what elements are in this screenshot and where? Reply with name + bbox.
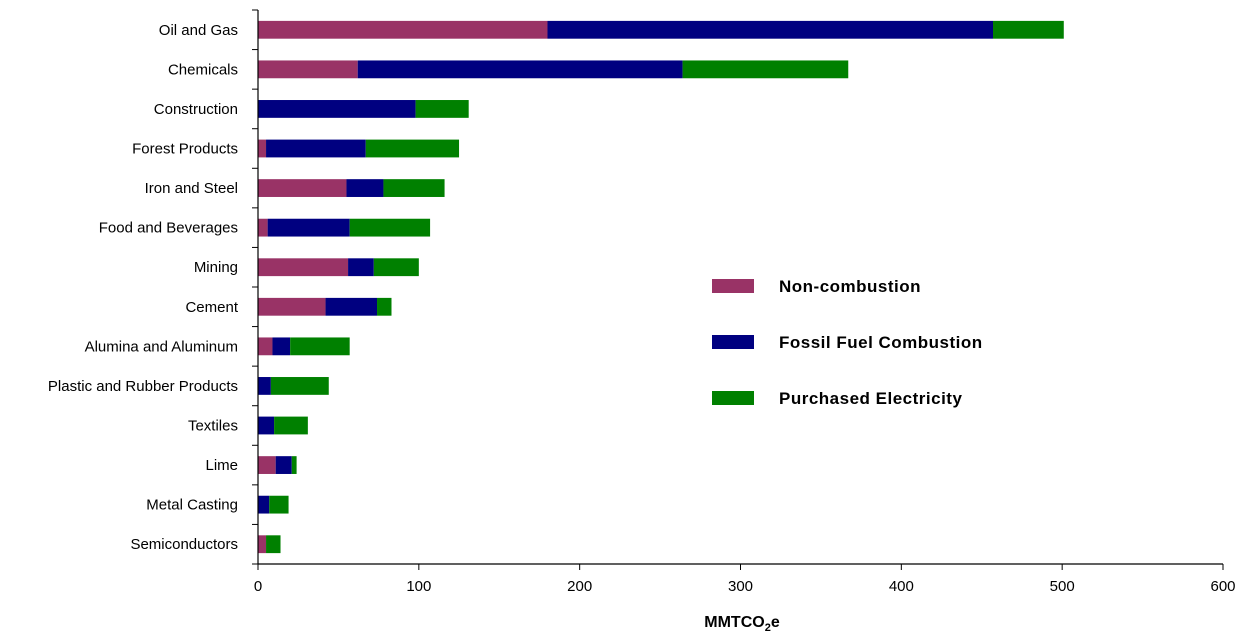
legend-swatch (712, 335, 754, 349)
x-tick-labels: 0 100 200 300 400 500 600 (254, 578, 1236, 595)
bar-segment (415, 100, 469, 118)
category-label: Semiconductors (130, 536, 238, 553)
legend-label: Non-combustion (779, 277, 921, 296)
bar-segment (377, 297, 392, 316)
category-label: Metal Casting (146, 497, 238, 514)
category-label: Iron and Steel (145, 180, 238, 197)
category-label: Forest Products (132, 141, 238, 158)
x-tick-label: 600 (1210, 578, 1235, 595)
bar-segment (682, 60, 849, 79)
legend-label: Purchased Electricity (779, 389, 962, 408)
bar-segment (266, 139, 366, 158)
category-label: Textiles (188, 418, 238, 435)
bar-segment (349, 218, 431, 237)
bars-group (258, 20, 1064, 554)
bar-segment (346, 179, 384, 197)
bar-segment (275, 456, 292, 474)
bar-segment (291, 456, 297, 474)
category-label: Plastic and Rubber Products (48, 378, 238, 395)
bar-segment (258, 218, 268, 237)
x-tick-label: 500 (1050, 578, 1075, 595)
bar-segment (365, 139, 460, 158)
bar-segment (993, 20, 1064, 39)
bar-segment (258, 139, 267, 158)
bar-segment (267, 218, 350, 237)
bar-segment (348, 258, 374, 277)
bar-segment (274, 416, 308, 435)
bar-segment (258, 456, 276, 474)
axes-group (252, 9, 1224, 570)
category-label: Chemicals (168, 61, 238, 78)
bar-segment (270, 377, 329, 395)
bar-segment (258, 297, 326, 316)
bar-segment (383, 179, 445, 197)
bar-segment (258, 20, 548, 39)
x-tick-label: 300 (728, 578, 753, 595)
category-label: Alumina and Aluminum (85, 338, 238, 355)
bar-segment (258, 179, 347, 197)
legend: Non-combustion Fossil Fuel Combustion Purc… (712, 277, 983, 408)
category-label: Construction (154, 101, 238, 118)
category-label: Mining (194, 259, 238, 276)
bar-segment (258, 377, 271, 395)
category-label: Oil and Gas (159, 22, 238, 39)
bar-segment (373, 258, 419, 277)
legend-label: Fossil Fuel Combustion (779, 333, 983, 352)
x-tick-label: 100 (406, 578, 431, 595)
legend-swatch (712, 279, 754, 293)
bar-segment (325, 297, 378, 316)
bar-segment (272, 337, 291, 356)
bar-segment (258, 337, 273, 356)
x-axis-label: MMTCO2e (704, 614, 780, 634)
bar-segment (258, 100, 416, 118)
legend-swatch (712, 391, 754, 405)
bar-segment (357, 60, 683, 79)
bar-segment (258, 495, 270, 514)
bar-segment (290, 337, 350, 356)
x-tick-label: 0 (254, 578, 262, 595)
category-labels: Oil and Gas Chemicals Construction Forest P… (48, 22, 239, 553)
category-label: Food and Beverages (99, 220, 238, 237)
bar-segment (258, 60, 358, 79)
category-label: Cement (185, 299, 238, 316)
bar-segment (258, 416, 275, 435)
bar-segment (269, 495, 289, 514)
bar-segment (266, 535, 281, 554)
x-tick-label: 400 (889, 578, 914, 595)
bar-segment (258, 258, 349, 277)
bar-segment (258, 535, 267, 554)
category-label: Lime (205, 457, 238, 474)
x-tick-label: 200 (567, 578, 592, 595)
bar-segment (547, 20, 994, 39)
